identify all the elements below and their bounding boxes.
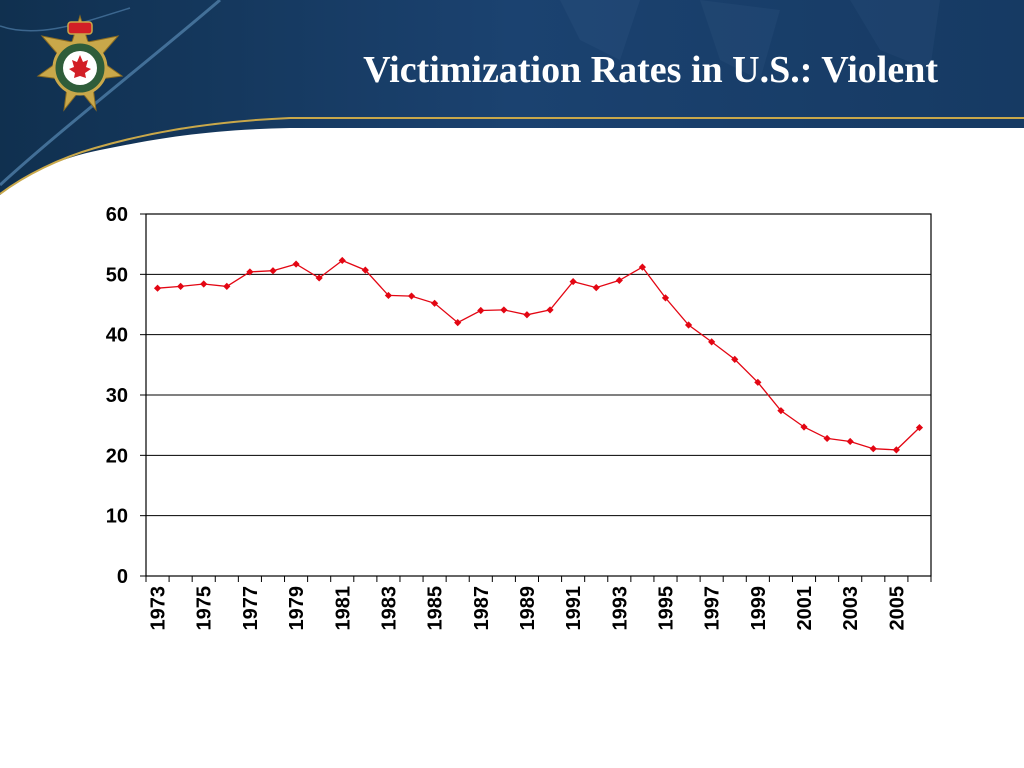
data-point bbox=[500, 306, 508, 314]
y-tick-label: 30 bbox=[106, 385, 128, 407]
data-point bbox=[153, 284, 162, 292]
x-tick-label: 1989 bbox=[517, 586, 539, 631]
y-tick-label: 50 bbox=[106, 264, 128, 286]
data-point bbox=[754, 378, 762, 386]
data-point bbox=[892, 446, 900, 454]
x-tick-label: 2001 bbox=[794, 586, 816, 631]
x-tick-label: 1983 bbox=[378, 586, 400, 631]
y-tick-label: 10 bbox=[106, 506, 128, 528]
data-point bbox=[915, 423, 924, 432]
header-banner bbox=[0, 0, 1024, 195]
data-point bbox=[292, 260, 300, 268]
data-point bbox=[431, 299, 439, 307]
y-tick-label: 40 bbox=[106, 325, 128, 347]
y-tick-label: 20 bbox=[106, 445, 128, 467]
x-tick-label: 1999 bbox=[748, 586, 770, 631]
data-point bbox=[384, 291, 393, 300]
data-point bbox=[546, 306, 554, 314]
data-point bbox=[477, 306, 485, 315]
series-line bbox=[157, 259, 920, 451]
data-point bbox=[638, 263, 646, 271]
data-point bbox=[777, 407, 785, 415]
x-tick-label: 1997 bbox=[702, 586, 724, 631]
slide-title: Victimization Rates in U.S.: Violent bbox=[363, 49, 938, 91]
x-tick-label: 1973 bbox=[148, 586, 170, 631]
data-point bbox=[223, 282, 231, 290]
y-tick-label: 0 bbox=[117, 566, 128, 588]
correctional-service-canada-badge bbox=[36, 14, 124, 112]
data-point bbox=[731, 355, 739, 364]
x-tick-label: 1993 bbox=[609, 586, 631, 631]
data-point bbox=[569, 277, 577, 286]
data-point bbox=[823, 434, 831, 443]
x-tick-label: 2003 bbox=[840, 586, 862, 631]
data-point bbox=[407, 292, 416, 300]
data-point bbox=[615, 276, 623, 284]
data-point bbox=[592, 284, 600, 292]
data-point bbox=[684, 321, 693, 329]
data-point bbox=[846, 437, 854, 446]
x-tick-label: 1977 bbox=[240, 586, 262, 631]
data-point bbox=[523, 311, 531, 319]
data-point bbox=[708, 338, 716, 346]
x-tick-label: 1981 bbox=[332, 586, 354, 631]
data-point bbox=[315, 274, 323, 282]
x-tick-label: 1985 bbox=[425, 586, 447, 631]
x-tick-label: 1991 bbox=[563, 586, 585, 631]
data-point bbox=[869, 445, 877, 453]
data-point bbox=[454, 319, 462, 327]
data-point bbox=[246, 268, 254, 276]
x-tick-label: 1975 bbox=[194, 586, 216, 631]
x-tick-label: 1987 bbox=[471, 586, 493, 631]
data-point bbox=[800, 423, 808, 431]
y-tick-label: 60 bbox=[106, 204, 128, 226]
data-point bbox=[361, 266, 369, 274]
x-tick-label: 2005 bbox=[886, 586, 908, 631]
data-point bbox=[177, 282, 185, 290]
data-point bbox=[661, 294, 670, 302]
x-tick-label: 1995 bbox=[655, 586, 677, 631]
data-point bbox=[269, 267, 277, 275]
x-tick-label: 1979 bbox=[286, 586, 308, 631]
data-point bbox=[200, 280, 208, 288]
data-point bbox=[338, 256, 346, 265]
